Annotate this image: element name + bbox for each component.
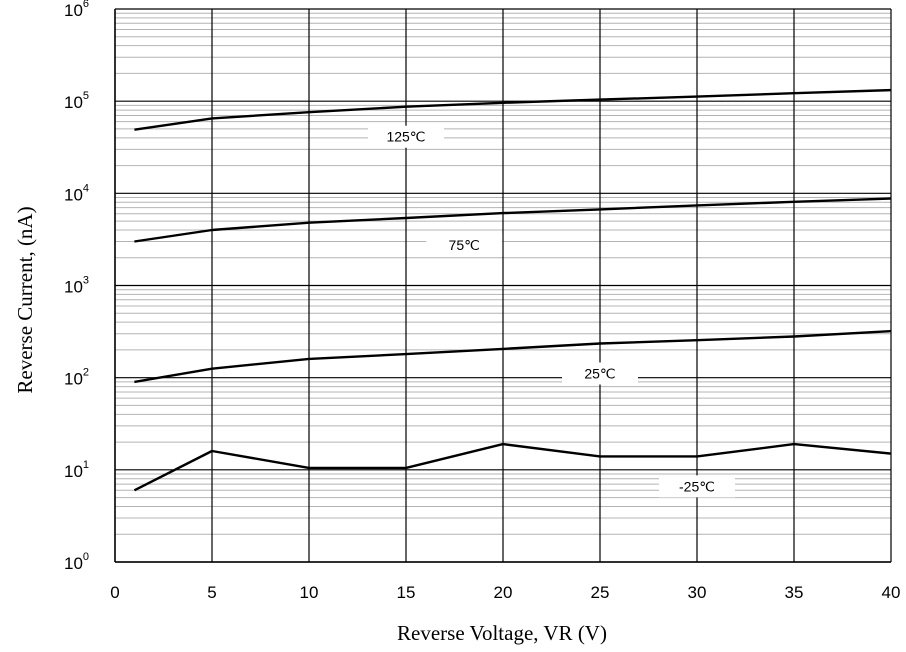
x-tick-label: 10	[300, 583, 319, 602]
y-tick-label: 102	[64, 367, 89, 389]
axes	[114, 9, 891, 563]
series-label-background	[426, 234, 503, 257]
y-tick-label: 106	[64, 0, 89, 20]
x-tick-label: 30	[688, 583, 707, 602]
x-tick-label: 20	[494, 583, 513, 602]
y-tick-label: 101	[64, 459, 89, 481]
major-grid	[114, 8, 892, 563]
x-tick-label: 15	[397, 583, 416, 602]
x-tick-label: 0	[110, 583, 119, 602]
series-label-background	[562, 362, 638, 385]
series-line	[134, 197, 892, 243]
y-tick-labels: 100 101 102 103 104 105 106	[64, 0, 89, 573]
series-label: 25℃	[584, 365, 615, 381]
x-axis-title: Reverse Voltage, VR (V)	[397, 621, 607, 645]
y-tick-label: 103	[64, 275, 89, 297]
y-axis-title: Reverse Current, (nA)	[13, 206, 37, 393]
series-labels: 125℃ 75℃ 25℃ -25℃	[368, 125, 735, 498]
series-label-background	[659, 475, 735, 498]
x-tick-label: 25	[591, 583, 610, 602]
series-line	[133, 442, 892, 492]
series-line	[134, 88, 892, 131]
series-label: -25℃	[679, 478, 715, 494]
series-label: 75℃	[449, 237, 480, 253]
x-tick-label: 5	[207, 583, 216, 602]
series-label: 125℃	[386, 129, 425, 145]
series-label-background	[368, 125, 444, 148]
y-tick-label: 105	[64, 90, 89, 112]
y-tick-label: 100	[64, 551, 89, 573]
x-tick-labels: 0 5 10 15 20 25 30 35 40	[110, 583, 900, 602]
series-line	[134, 329, 892, 384]
x-tick-label: 40	[882, 583, 901, 602]
y-tick-label: 104	[64, 182, 89, 204]
series-lines	[133, 88, 892, 492]
x-tick-label: 35	[785, 583, 804, 602]
